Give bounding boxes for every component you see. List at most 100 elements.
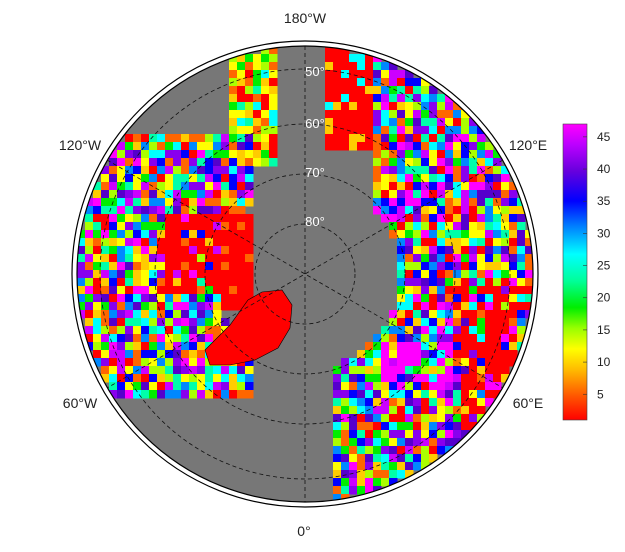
data-cell <box>173 318 182 327</box>
data-cell <box>229 366 238 375</box>
data-cell <box>125 166 134 175</box>
data-cell <box>373 374 382 383</box>
data-cell <box>181 342 190 351</box>
data-cell <box>429 182 438 191</box>
data-cell <box>157 158 166 167</box>
data-cell <box>437 398 446 407</box>
data-cell <box>245 78 254 87</box>
data-cell <box>421 206 430 215</box>
data-cell <box>141 214 150 223</box>
data-cell <box>229 198 238 207</box>
data-cell <box>141 222 150 231</box>
data-cell <box>157 142 166 151</box>
data-cell <box>125 150 134 159</box>
data-cell <box>485 294 494 303</box>
data-cell <box>429 214 438 223</box>
data-cell <box>125 366 134 375</box>
data-cell <box>493 286 502 295</box>
data-cell <box>453 390 462 399</box>
data-cell <box>245 54 254 63</box>
data-cell <box>197 358 206 367</box>
data-cell <box>501 366 510 375</box>
data-cell <box>213 206 222 215</box>
data-cell <box>93 246 102 255</box>
data-cell <box>453 422 462 431</box>
data-cell <box>205 302 214 311</box>
data-cell <box>453 270 462 279</box>
data-cell <box>437 358 446 367</box>
data-cell <box>501 286 510 295</box>
data-cell <box>165 382 174 391</box>
data-cell <box>405 246 414 255</box>
data-cell <box>141 270 150 279</box>
greenland-landmass <box>204 289 293 366</box>
data-cell <box>389 366 398 375</box>
data-cell <box>269 78 278 87</box>
data-cell <box>101 310 110 319</box>
data-cell <box>109 350 118 359</box>
data-cell <box>237 102 246 111</box>
lat-70-label: 70° <box>305 165 325 180</box>
data-cell <box>245 254 254 263</box>
data-cell <box>189 286 198 295</box>
data-cell <box>93 198 102 207</box>
data-cell <box>141 254 150 263</box>
data-cell <box>141 294 150 303</box>
data-cell <box>85 334 94 343</box>
data-cell <box>477 158 486 167</box>
data-cell <box>101 278 110 287</box>
data-cell <box>229 278 238 287</box>
data-cell <box>85 294 94 303</box>
data-cell <box>261 134 270 143</box>
data-cell <box>181 318 190 327</box>
data-cell <box>445 190 454 199</box>
data-cell <box>437 246 446 255</box>
data-cell <box>413 222 422 231</box>
data-cell <box>445 406 454 415</box>
data-cell <box>173 198 182 207</box>
data-cell <box>413 134 422 143</box>
data-cell <box>509 222 518 231</box>
data-cell <box>181 262 190 271</box>
data-cell <box>437 198 446 207</box>
data-cell <box>357 486 366 495</box>
data-cell <box>437 326 446 335</box>
data-cell <box>509 286 518 295</box>
data-cell <box>429 190 438 199</box>
data-cell <box>461 134 470 143</box>
data-cell <box>461 358 470 367</box>
data-cell <box>477 262 486 271</box>
data-cell <box>133 358 142 367</box>
data-cell <box>101 166 110 175</box>
data-cell <box>101 174 110 183</box>
data-cell <box>213 262 222 271</box>
data-cell <box>421 430 430 439</box>
data-cell <box>237 270 246 279</box>
data-cell <box>101 198 110 207</box>
data-cell <box>341 358 350 367</box>
data-cell <box>357 390 366 399</box>
data-cell <box>93 270 102 279</box>
data-cell <box>213 390 222 399</box>
data-cell <box>149 294 158 303</box>
data-cell <box>141 238 150 247</box>
data-cell <box>429 222 438 231</box>
data-cell <box>133 350 142 359</box>
lon-180w-label: 180°W <box>284 10 327 26</box>
data-cell <box>237 382 246 391</box>
data-cell <box>445 326 454 335</box>
data-cell <box>525 254 533 263</box>
data-cell <box>109 238 118 247</box>
data-cell <box>165 310 174 319</box>
data-cell <box>197 310 206 319</box>
data-cell <box>461 190 470 199</box>
data-cell <box>413 190 422 199</box>
data-cell <box>469 262 478 271</box>
data-cell <box>485 382 494 391</box>
data-cell <box>357 406 366 415</box>
data-cell <box>381 198 390 207</box>
data-cell <box>165 350 174 359</box>
data-cell <box>477 206 486 215</box>
data-cell <box>429 270 438 279</box>
